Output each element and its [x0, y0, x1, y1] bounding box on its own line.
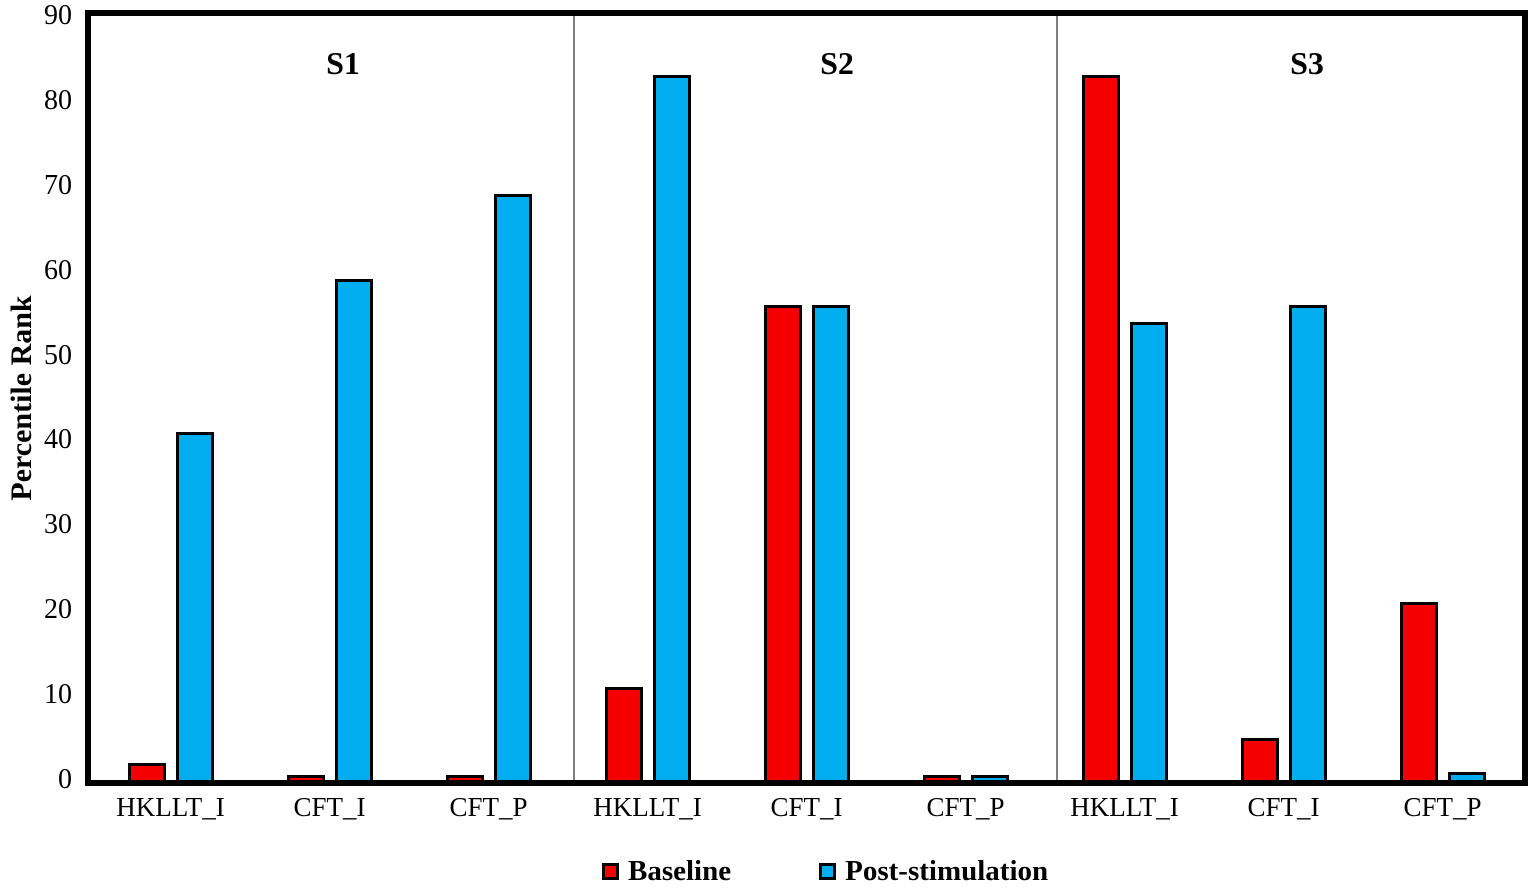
x-category-label: CFT_I [1247, 792, 1320, 822]
legend-item-post-stimulation: Post-stimulation [819, 854, 1048, 888]
bar-baseline-cft_p [923, 775, 961, 780]
x-category-label: HKLLT_I [116, 792, 225, 822]
y-tick-label-30: 30 [44, 509, 72, 540]
bar-baseline-hkllt_i [1082, 75, 1120, 780]
bar-baseline-cft_p [1400, 602, 1438, 780]
bar-post-stimulation-cft_i [1289, 305, 1327, 780]
bar-post-stimulation-cft_p [971, 775, 1009, 780]
x-category-label: CFT_I [770, 792, 843, 822]
y-tick-label-40: 40 [44, 424, 72, 455]
bar-baseline-cft_i [764, 305, 802, 780]
bar-post-stimulation-hkllt_i [653, 75, 691, 780]
x-category-label: CFT_I [293, 792, 366, 822]
y-tick-label-80: 80 [44, 85, 72, 116]
bar-post-stimulation-hkllt_i [176, 432, 214, 780]
bar-baseline-cft_i [287, 775, 325, 780]
x-category-label: CFT_P [1403, 792, 1482, 822]
x-category-label: HKLLT_I [593, 792, 702, 822]
section-label-s2: S2 [820, 45, 854, 81]
legend: Baseline Post-stimulation [602, 854, 1048, 888]
legend-label: Baseline [628, 855, 732, 887]
legend-label: Post-stimulation [845, 855, 1049, 887]
bar-post-stimulation-cft_i [812, 305, 850, 780]
plot-area: S1 S2 S3 [85, 10, 1528, 786]
y-tick-label-50: 50 [44, 340, 72, 371]
x-category-label: HKLLT_I [1070, 792, 1179, 822]
bar-baseline-hkllt_i [605, 687, 643, 780]
bar-post-stimulation-cft_i [335, 279, 373, 780]
section-label-s3: S3 [1290, 45, 1324, 81]
legend-item-baseline: Baseline [602, 854, 731, 888]
section-divider [573, 16, 575, 780]
x-axis-category-labels: HKLLT_I CFT_I CFT_P HKLLT_I CFT_I CFT_P HKLLT_… [91, 790, 1522, 824]
y-tick-label-10: 10 [44, 679, 72, 710]
bar-post-stimulation-hkllt_i [1130, 322, 1168, 780]
y-tick-label-20: 20 [44, 594, 72, 625]
bar-post-stimulation-cft_p [494, 194, 532, 780]
y-tick-label-60: 60 [44, 255, 72, 286]
legend-swatch-icon [602, 862, 619, 880]
y-axis-tick-labels: 0 10 20 30 40 50 60 70 80 90 [0, 0, 72, 795]
bar-baseline-cft_p [446, 775, 484, 780]
x-category-label: CFT_P [926, 792, 1005, 822]
y-tick-label-70: 70 [44, 170, 72, 201]
x-category-label: CFT_P [449, 792, 528, 822]
y-tick-label-90: 90 [44, 0, 72, 31]
bar-post-stimulation-cft_p [1448, 772, 1486, 780]
section-label-s1: S1 [326, 45, 360, 81]
y-tick-label-0: 0 [58, 764, 72, 795]
section-divider [1056, 16, 1058, 780]
bar-baseline-hkllt_i [128, 763, 166, 780]
legend-swatch-icon [819, 862, 837, 880]
bar-baseline-cft_i [1241, 738, 1279, 780]
